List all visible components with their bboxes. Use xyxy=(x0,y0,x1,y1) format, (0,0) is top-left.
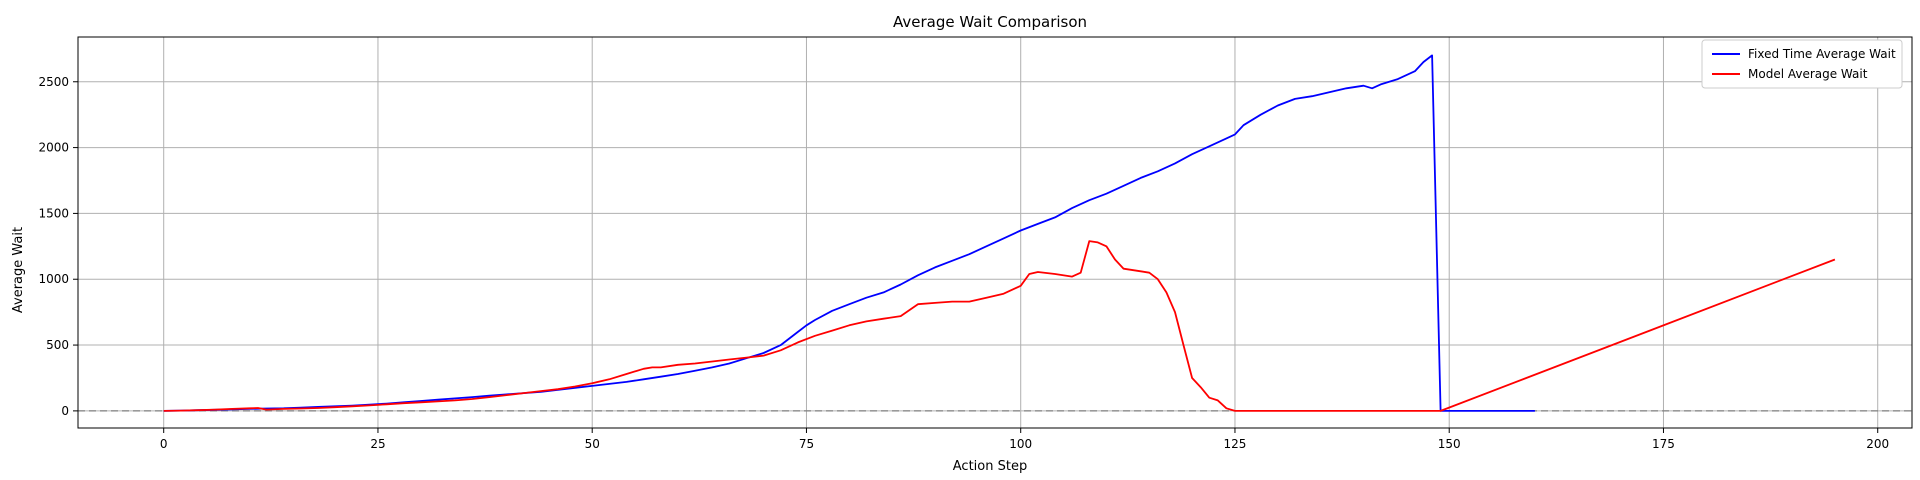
y-tick-label: 1500 xyxy=(38,206,69,220)
x-tick-label: 175 xyxy=(1652,437,1675,451)
legend: Fixed Time Average Wait Model Average Wa… xyxy=(1701,39,1903,89)
legend-label-fixed: Fixed Time Average Wait xyxy=(1748,47,1896,61)
y-tick-label: 2000 xyxy=(38,141,69,155)
y-axis-label: Average Wait xyxy=(11,227,26,313)
x-tick-label: 200 xyxy=(1866,437,1889,451)
x-tick-label: 75 xyxy=(799,437,814,451)
chart-title: Average Wait Comparison xyxy=(893,13,1087,31)
x-tick-label: 50 xyxy=(585,437,600,451)
x-tick-label: 25 xyxy=(370,437,385,451)
plot-frame xyxy=(77,36,1913,429)
x-tick-label: 150 xyxy=(1438,437,1461,451)
series-lines xyxy=(163,54,1836,412)
legend-label-model: Model Average Wait xyxy=(1748,67,1868,81)
x-tick-label: 0 xyxy=(160,437,168,451)
x-tick-label: 125 xyxy=(1224,437,1247,451)
y-tick-label: 500 xyxy=(46,338,69,352)
y-tick-label: 0 xyxy=(61,404,69,418)
y-tick-label: 2500 xyxy=(38,75,69,89)
x-axis-label: Action Step xyxy=(953,459,1027,474)
legend-box xyxy=(1701,39,1903,89)
series-line-model xyxy=(163,240,1836,412)
y-tick-label: 1000 xyxy=(38,272,69,286)
x-tick-label: 100 xyxy=(1009,437,1032,451)
axis-ticks: 0 25 50 75 100 125 150 175 200050010001500200025… xyxy=(38,75,1889,451)
